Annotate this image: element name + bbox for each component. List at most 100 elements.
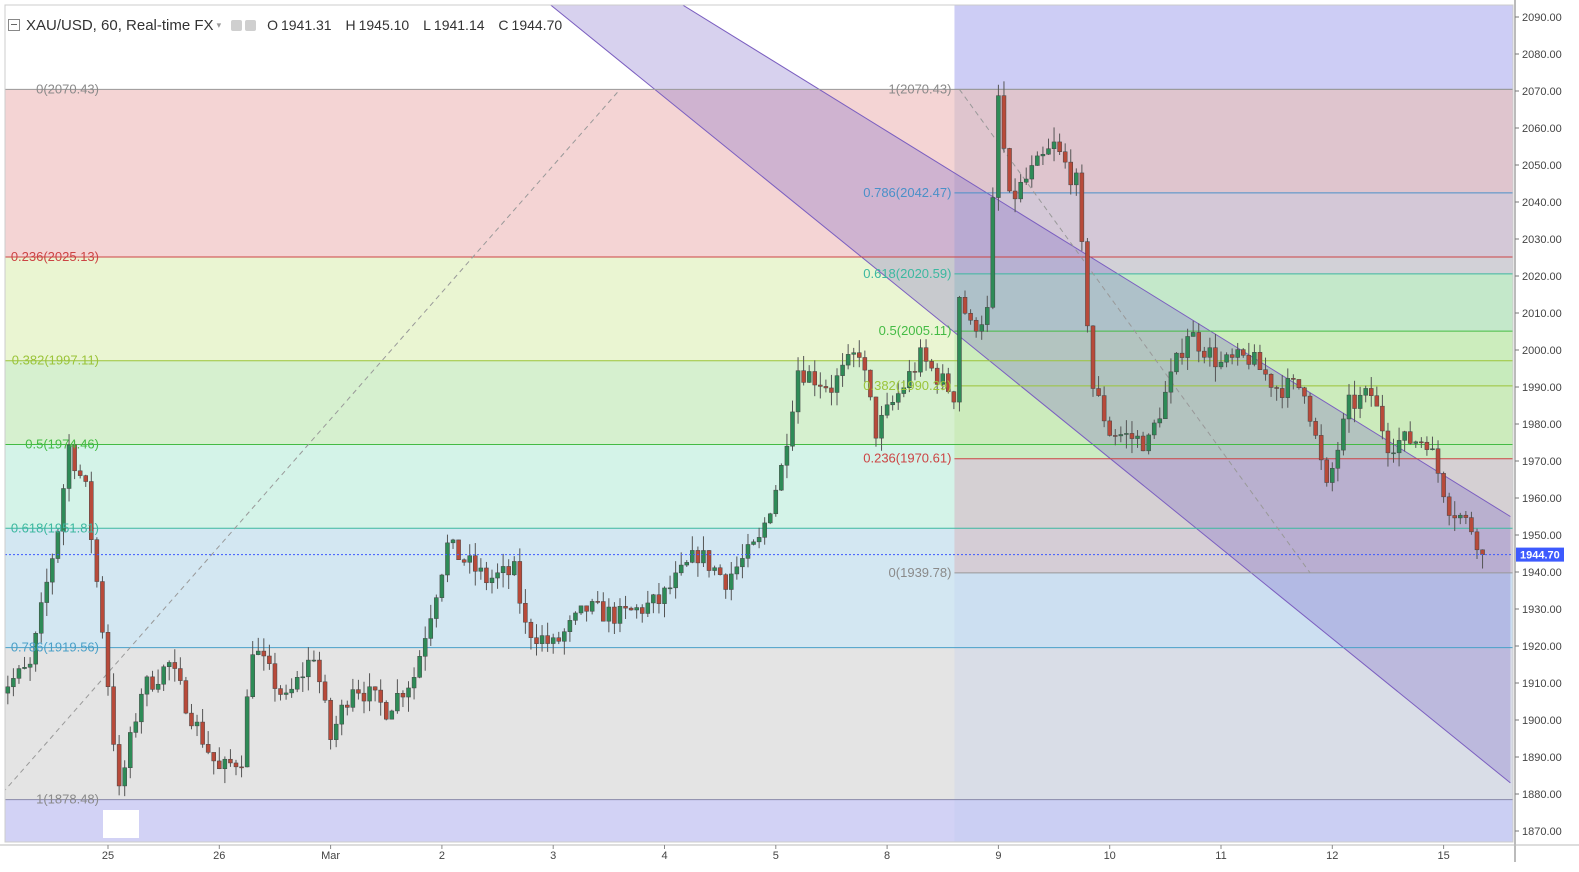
candle-body	[5, 686, 11, 694]
candle-body	[300, 676, 306, 679]
candle-body	[1424, 441, 1430, 450]
candle-body	[706, 550, 712, 571]
candle-body	[77, 470, 83, 476]
candle-body	[1291, 378, 1296, 380]
candle-body	[200, 721, 205, 745]
candle-body	[89, 481, 94, 540]
candle-body	[1179, 352, 1185, 358]
candle-body	[790, 411, 795, 447]
fib-right-label: 0.786(2042.47)	[863, 185, 951, 200]
y-tick-label: 2080.00	[1522, 49, 1562, 61]
candle-body	[1001, 95, 1007, 149]
gear-icon[interactable]	[245, 19, 257, 31]
channel-lower-line	[549, 5, 1511, 784]
candle-body	[478, 567, 484, 572]
candle-body	[979, 324, 984, 332]
candle-body	[155, 683, 161, 690]
x-tick-label: 8	[884, 850, 890, 862]
candle-body	[345, 704, 350, 708]
y-tick-label: 1920.00	[1522, 641, 1562, 653]
y-tick-label: 1990.00	[1522, 382, 1562, 394]
candle-body	[189, 712, 194, 727]
candle-body	[467, 555, 472, 563]
candle-body	[33, 633, 38, 665]
y-tick-label: 1930.00	[1522, 604, 1562, 616]
candle-body	[578, 605, 584, 614]
candle-body	[1430, 448, 1435, 451]
fib-left-label: 0.236(2025.13)	[11, 249, 99, 264]
ohlc-open-value: 1941.31	[280, 17, 332, 33]
candle-body	[11, 678, 16, 688]
collapse-icon[interactable]	[8, 19, 20, 31]
fib-right-label: 0.382(1990.29)	[863, 378, 951, 393]
candle-body	[901, 387, 907, 394]
fib-right-label: 0.236(1970.61)	[863, 451, 951, 466]
candle-body	[1101, 395, 1107, 422]
y-tick-label: 2000.00	[1522, 345, 1562, 357]
y-tick-label: 1950.00	[1522, 530, 1562, 542]
candle-body	[217, 760, 222, 770]
candle-body	[985, 307, 990, 325]
candle-body	[534, 637, 539, 644]
candle-body	[22, 667, 27, 669]
candle-body	[907, 371, 912, 388]
bottom-band-gap	[103, 810, 139, 838]
candle-body	[194, 721, 200, 727]
candle-body	[1474, 531, 1480, 551]
candle-body	[1018, 181, 1023, 200]
candle-body	[1051, 141, 1057, 149]
fib-left-label: 0(2070.43)	[36, 81, 99, 96]
candle-body	[779, 465, 784, 491]
candle-body	[1068, 161, 1073, 186]
candle-body	[27, 663, 33, 668]
candle-body	[361, 692, 367, 702]
candle-body	[356, 689, 361, 694]
candle-body	[962, 297, 968, 314]
candle-body	[690, 550, 695, 563]
y-tick-label: 1910.00	[1522, 678, 1562, 690]
candle-body	[751, 541, 756, 545]
candle-body	[100, 581, 105, 633]
y-tick-label: 2010.00	[1522, 308, 1562, 320]
candle-body	[66, 444, 72, 489]
candle-body	[851, 352, 856, 355]
candle-body	[1274, 387, 1279, 389]
candle-body	[1252, 352, 1257, 365]
candle-body	[1046, 148, 1051, 155]
candle-body	[923, 347, 929, 362]
candle-body	[0, 693, 4, 701]
settings-icon[interactable]	[231, 19, 243, 31]
x-tick-label: 5	[773, 850, 779, 862]
candle-body	[239, 766, 244, 769]
candle-body	[1268, 373, 1274, 388]
y-tick-label: 1980.00	[1522, 419, 1562, 431]
candle-body	[211, 752, 216, 762]
candle-body	[450, 539, 456, 544]
candle-body	[951, 391, 957, 403]
candle-body	[261, 650, 267, 657]
candle-body	[116, 744, 122, 787]
candle-body	[1035, 155, 1040, 166]
ohlc-readout: O 1941.31 H 1945.10 L 1941.14 C 1944.70	[267, 17, 572, 33]
candle-body	[528, 621, 534, 638]
candle-body	[701, 550, 706, 564]
y-tick-label: 1940.00	[1522, 567, 1562, 579]
candle-body	[873, 396, 879, 439]
candle-body	[678, 564, 684, 574]
fib-right-label: 0(1939.78)	[889, 565, 952, 580]
y-tick-label: 2040.00	[1522, 197, 1562, 209]
fib-right-zone	[954, 458, 1513, 573]
candle-body	[1407, 431, 1413, 444]
symbol-title[interactable]: XAU/USD, 60, Real-time FX	[26, 16, 214, 34]
candle-body	[1285, 378, 1291, 398]
candle-body	[584, 605, 589, 612]
ohlc-high-key: H	[345, 17, 356, 33]
candle-body	[133, 721, 139, 733]
chevron-down-icon[interactable]: ▾	[216, 19, 222, 30]
y-tick-label: 1890.00	[1522, 752, 1562, 764]
candle-body	[601, 601, 606, 622]
candle-body	[1213, 347, 1218, 368]
candle-body	[1469, 517, 1474, 533]
